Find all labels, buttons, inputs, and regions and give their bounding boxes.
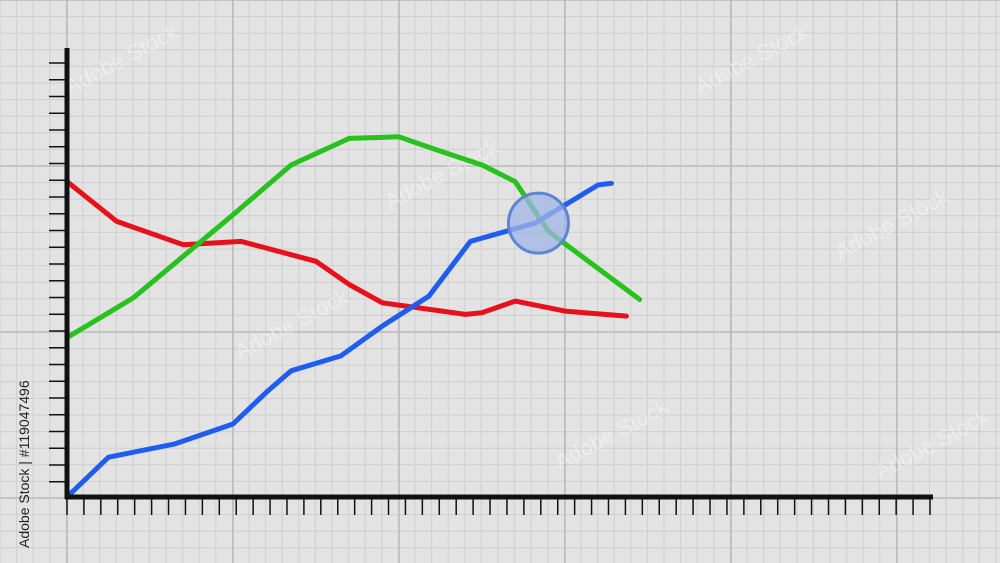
watermark-side-label: Adobe Stock | #119047496 xyxy=(16,380,32,548)
highlight-group xyxy=(506,191,570,255)
highlight-circle xyxy=(506,191,570,255)
series-line-1 xyxy=(64,179,629,319)
axes xyxy=(49,48,933,515)
